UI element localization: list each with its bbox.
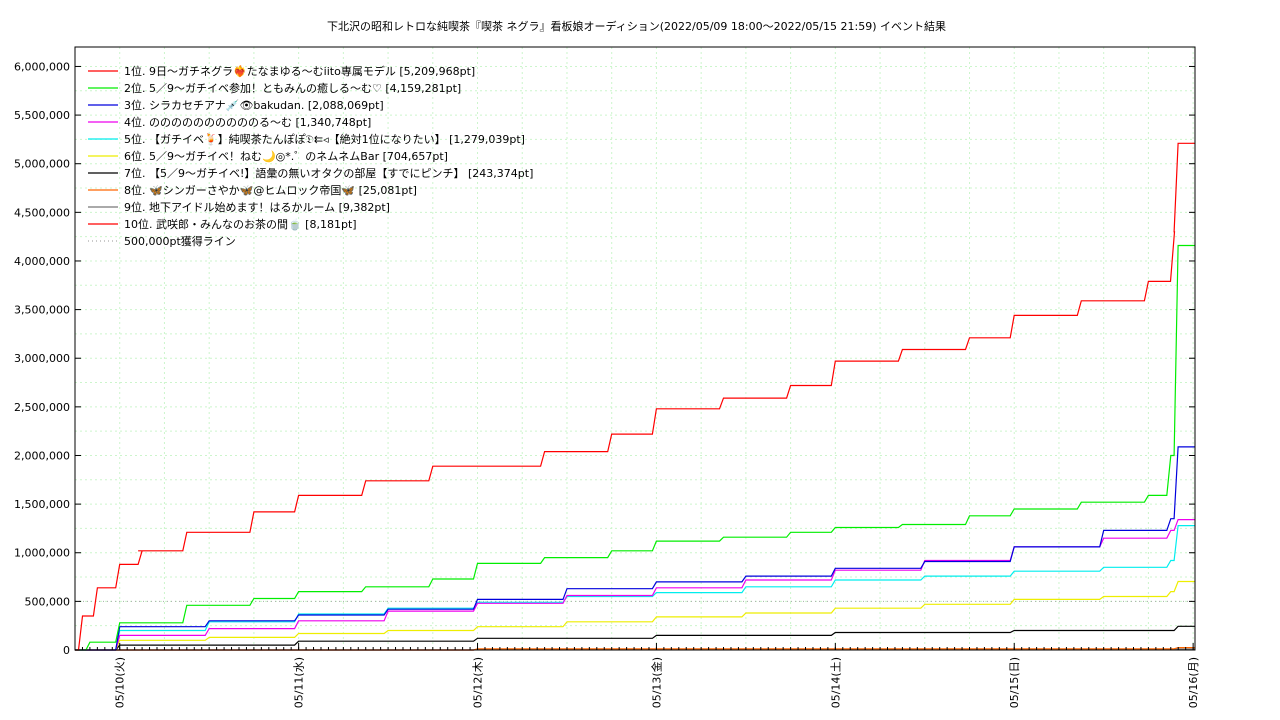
y-tick-label: 500,000 [25,595,71,608]
y-tick-label: 0 [63,644,70,657]
x-tick-label: 05/13(金) [649,657,663,708]
x-tick-label: 05/14(土) [829,657,842,708]
y-tick-label: 4,500,000 [14,206,70,219]
legend-label: 9位. 地下アイドル始めます！はるかルーム [9,382pt] [124,200,390,214]
x-tick-label: 05/10(火) [114,657,127,708]
legend-label: 5位. 【ガチイベ🍹】純喫茶たんぽぽ𝔇⇇◃【絶対1位になりたい】 [1,279,… [124,132,525,146]
legend-label: 6位. 5／9〜ガチイベ！ねむ🌙◎*.゜のネムネムBar [704,657pt] [124,149,448,163]
y-tick-label: 2,000,000 [14,449,70,462]
legend-label: 500,000pt獲得ライン [124,235,236,248]
grid-lines [75,47,1195,651]
y-tick-label: 4,000,000 [14,255,70,268]
y-tick-label: 5,500,000 [14,109,70,122]
series-line [75,244,1195,651]
y-tick-label: 6,000,000 [14,60,70,73]
y-tick-label: 3,500,000 [14,304,70,317]
legend-label: 10位. 武咲郎・みんなのお茶の間🍵 [8,181pt] [124,217,357,231]
y-tick-label: 2,500,000 [14,401,70,414]
x-tick-label: 05/16(月) [1187,657,1200,708]
x-tick-label: 05/15(日) [1008,657,1021,708]
x-tick-label: 05/12(木) [472,657,485,708]
x-axis: 05/10(火) 05/11(水) 05/12(木) 05/13(金) 05/14(土)… [81,643,1200,708]
series-line [75,625,1195,651]
legend-label: 3位. シラカセチアナ💉👁bakudan. [2,088,069pt] [124,98,384,112]
plot-frame [74,46,1196,651]
legend-label: 2位. 5／9〜ガチイベ参加！ともみんの癒しる〜む♡ [4,159,281pt] [124,81,461,95]
chart-subtitle: イベント結果 [880,19,946,33]
x-tick-label: 05/11(水) [293,657,306,708]
series-line [75,142,1195,651]
y-tick-label: 5,000,000 [14,158,70,171]
y-axis: 0 500,000 1,000,000 1,500,000 2,000,000 2,500… [14,60,1195,657]
series-line [75,519,1195,651]
y-tick-label: 1,000,000 [14,547,70,560]
y-tick-label: 3,000,000 [14,352,70,365]
series-line [75,525,1195,651]
legend-label: 4位. ののののののののののる〜む [1,340,748pt] [124,115,371,129]
y-tick-label: 1,500,000 [14,498,70,511]
chart-title: 下北沢の昭和レトロな純喫茶『喫茶 ネグラ』看板娘オーディション(2022/05/… [327,19,877,33]
legend-label: 8位. 🦋シンガーさやか🦋@ヒムロック帝国🦋 [25,081pt] [124,183,417,197]
legend-label: 1位. 9日〜ガチネグラ❤️‍🔥たなまゆる〜むiito専属モデル [5,209,… [124,64,475,78]
series-line [75,446,1195,651]
legend: 1位. 9日〜ガチネグラ❤️‍🔥たなまゆる〜むiito専属モデル [5,209,… [88,64,533,248]
series-line [75,580,1195,651]
legend-label: 7位. 【5／9〜ガチイベ!】語彙の無いオタクの部屋【すでにピンチ】 [243,… [124,166,533,180]
